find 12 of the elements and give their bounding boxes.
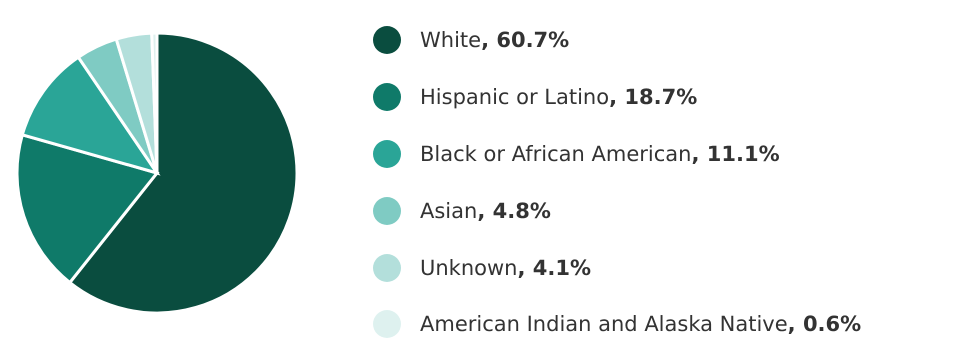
legend-label: Unknown xyxy=(420,256,518,280)
legend-label: American Indian and Alaska Native xyxy=(420,312,788,336)
data-label: , 11.1% xyxy=(691,142,780,166)
data-label: , 0.6% xyxy=(788,312,862,336)
data-label: , 4.1% xyxy=(517,256,592,280)
data-label: , 4.8% xyxy=(477,198,551,223)
data-label: , 60.7% xyxy=(481,28,570,52)
legend-label: Hispanic or Latino xyxy=(420,85,610,110)
data-label: , 18.7% xyxy=(609,85,698,110)
legend-label: Black or African American xyxy=(420,142,692,166)
legend-label: White xyxy=(420,28,482,52)
legend-label: Asian xyxy=(420,198,478,223)
